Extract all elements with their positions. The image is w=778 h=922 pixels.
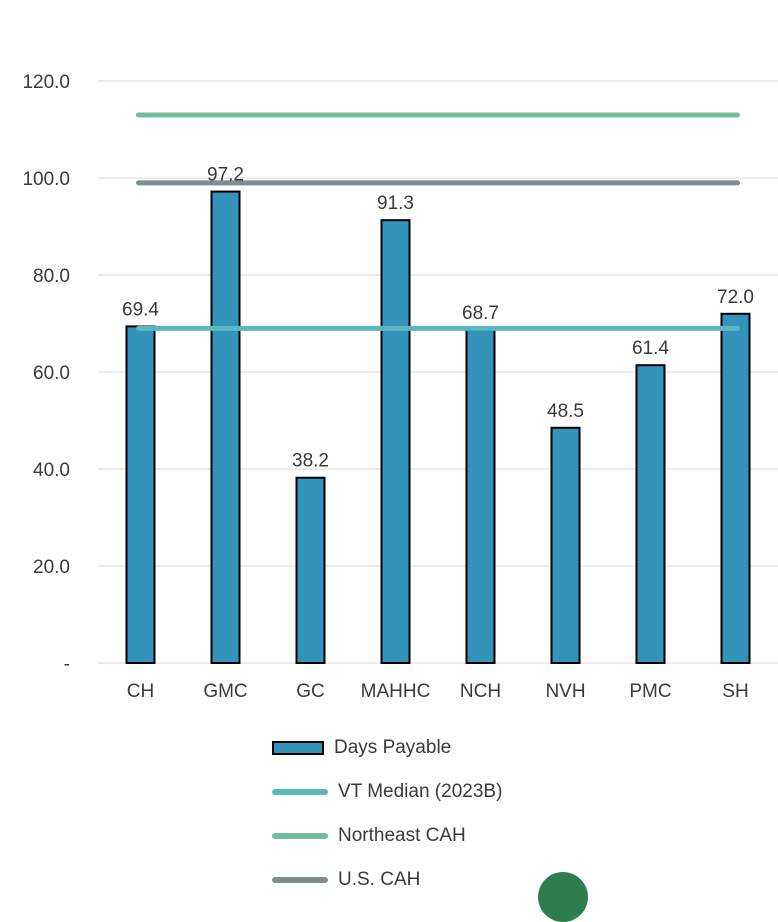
data-label-ch: 69.4 (122, 299, 159, 320)
bar-nvh (550, 426, 581, 664)
x-tick-label-nch: NCH (460, 681, 501, 702)
y-tick-label: 20.0 (33, 557, 70, 578)
data-label-nvh: 48.5 (547, 401, 584, 422)
data-label-gc: 38.2 (292, 451, 329, 472)
reference-lines (136, 112, 740, 331)
legend-swatch-vt-median (272, 789, 328, 795)
y-axis-ticks: - 20.0 40.0 60.0 80.0 100.0 120.0 (22, 72, 70, 675)
y-tick-label: 120.0 (22, 72, 70, 93)
bar-pmc (635, 364, 666, 664)
x-tick-label-gc: GC (296, 681, 325, 702)
bar-mahhc (380, 219, 411, 664)
bars (125, 190, 751, 665)
legend-swatch-days-payable (272, 741, 324, 755)
legend-item-us-cah: U.S. CAH (272, 858, 502, 902)
y-tick-label: 60.0 (33, 363, 70, 384)
data-label-sh: 72.0 (717, 287, 754, 308)
gridlines (98, 80, 778, 664)
legend-swatch-us-cah (272, 877, 328, 883)
x-tick-label-pmc: PMC (629, 681, 671, 702)
y-tick-label: - (64, 654, 70, 675)
data-label-pmc: 61.4 (632, 338, 669, 359)
legend-item-days-payable: Days Payable (272, 726, 502, 770)
bar-nch (465, 328, 496, 664)
data-labels: 69.4 97.2 38.2 91.3 68.7 48.5 61.4 72.0 (122, 165, 754, 472)
data-label-nch: 68.7 (462, 303, 499, 324)
x-axis-ticks: CH GMC GC MAHHC NCH NVH PMC SH (127, 681, 749, 702)
bar-gmc (210, 190, 241, 665)
bar-ch (125, 325, 156, 664)
legend-label-northeast-cah: Northeast CAH (338, 825, 466, 846)
x-tick-label-gmc: GMC (203, 681, 247, 702)
legend-item-vt-median: VT Median (2023B) (272, 770, 502, 814)
y-tick-label: 80.0 (33, 266, 70, 287)
legend-item-northeast-cah: Northeast CAH (272, 814, 502, 858)
legend-label-us-cah: U.S. CAH (338, 869, 421, 890)
logo-emblem (538, 872, 588, 922)
legend-label-days-payable: Days Payable (334, 737, 452, 758)
x-tick-label-nvh: NVH (545, 681, 585, 702)
data-label-gmc: 97.2 (207, 165, 244, 186)
legend: Days Payable VT Median (2023B) Northeast… (272, 726, 502, 902)
days-payable-chart: - 20.0 40.0 60.0 80.0 100.0 120.0 69.4 97.2 38.2… (22, 72, 778, 702)
y-tick-label: 40.0 (33, 460, 70, 481)
legend-label-vt-median: VT Median (2023B) (338, 781, 503, 802)
y-tick-label: 100.0 (22, 169, 70, 190)
bar-sh (720, 312, 751, 664)
data-label-mahhc: 91.3 (377, 193, 414, 214)
x-tick-label-sh: SH (722, 681, 748, 702)
bar-gc (295, 476, 326, 665)
legend-swatch-northeast-cah (272, 833, 328, 839)
x-tick-label-mahhc: MAHHC (361, 681, 431, 702)
x-tick-label-ch: CH (127, 681, 154, 702)
